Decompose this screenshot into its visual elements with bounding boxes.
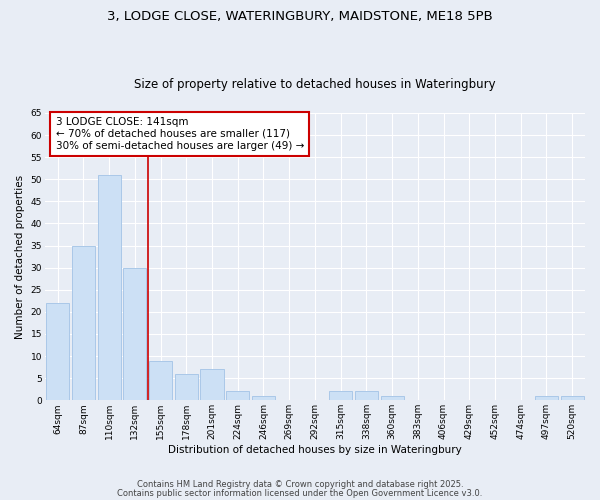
Bar	[175, 374, 198, 400]
Bar	[149, 360, 172, 401]
Bar	[560, 396, 584, 400]
Y-axis label: Number of detached properties: Number of detached properties	[15, 174, 25, 338]
Bar	[380, 396, 404, 400]
Bar	[98, 175, 121, 400]
Title: Size of property relative to detached houses in Wateringbury: Size of property relative to detached ho…	[134, 78, 496, 91]
Bar	[200, 370, 224, 400]
Bar	[355, 392, 378, 400]
Bar	[72, 246, 95, 400]
Bar	[329, 392, 352, 400]
Text: Contains HM Land Registry data © Crown copyright and database right 2025.: Contains HM Land Registry data © Crown c…	[137, 480, 463, 489]
Bar	[252, 396, 275, 400]
Bar	[535, 396, 558, 400]
Bar	[46, 303, 69, 400]
Text: 3, LODGE CLOSE, WATERINGBURY, MAIDSTONE, ME18 5PB: 3, LODGE CLOSE, WATERINGBURY, MAIDSTONE,…	[107, 10, 493, 23]
Text: Contains public sector information licensed under the Open Government Licence v3: Contains public sector information licen…	[118, 488, 482, 498]
X-axis label: Distribution of detached houses by size in Wateringbury: Distribution of detached houses by size …	[168, 445, 462, 455]
Bar	[226, 392, 250, 400]
Bar	[123, 268, 146, 400]
Text: 3 LODGE CLOSE: 141sqm
← 70% of detached houses are smaller (117)
30% of semi-det: 3 LODGE CLOSE: 141sqm ← 70% of detached …	[56, 118, 304, 150]
